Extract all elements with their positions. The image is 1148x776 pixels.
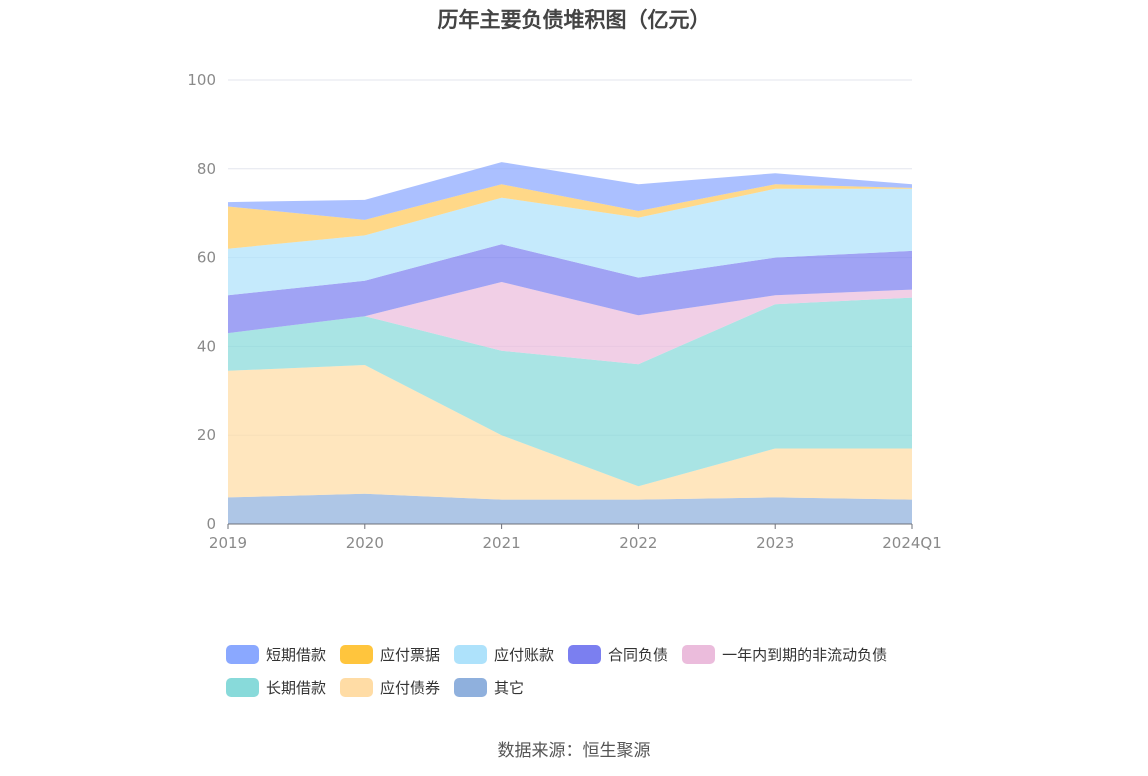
legend-swatch bbox=[340, 645, 374, 664]
legend-item[interactable]: 一年内到期的非流动负债 bbox=[682, 644, 887, 665]
data-source: 数据来源：恒生聚源 bbox=[497, 741, 651, 761]
area-其它[interactable] bbox=[228, 493, 912, 524]
chart-legend: 短期借款 应付票据 应付账款 合同负债 一年内到期的非流动负债 长期借款 应付债… bbox=[226, 638, 986, 704]
legend-swatch bbox=[454, 678, 488, 697]
legend-row-2: 长期借款 应付债券 其它 bbox=[226, 671, 986, 704]
area-长期借款[interactable] bbox=[228, 297, 912, 487]
y-tick-label: 60 bbox=[197, 249, 216, 267]
x-tick-label: 2022 bbox=[619, 534, 657, 552]
legend-swatch bbox=[340, 678, 374, 697]
legend-item[interactable]: 其它 bbox=[454, 677, 524, 698]
area-合同负债[interactable] bbox=[228, 244, 912, 334]
legend-label: 一年内到期的非流动负债 bbox=[722, 646, 888, 664]
area-应付债券[interactable] bbox=[228, 365, 912, 500]
legend-item[interactable]: 应付票据 bbox=[340, 644, 440, 665]
x-tick-label: 2024Q1 bbox=[882, 534, 942, 552]
x-tick-label: 2019 bbox=[209, 534, 247, 552]
legend-label: 应付账款 bbox=[494, 646, 555, 664]
area-一年内到期的非流动负债[interactable] bbox=[228, 282, 912, 365]
legend-swatch bbox=[226, 678, 259, 697]
legend-label: 合同负债 bbox=[608, 646, 669, 664]
area-短期借款[interactable] bbox=[228, 162, 912, 220]
legend-label: 其它 bbox=[494, 679, 525, 697]
legend-item[interactable]: 长期借款 bbox=[226, 677, 326, 698]
area-series bbox=[228, 162, 912, 524]
x-tick-label: 2021 bbox=[483, 534, 521, 552]
stacked-area-chart: 0 20 40 60 80 100 2019 2020 2021 2022 2023 2024Q1 bbox=[187, 71, 941, 552]
legend-item[interactable]: 合同负债 bbox=[568, 644, 668, 665]
legend-swatch bbox=[682, 645, 716, 664]
y-tick-label: 100 bbox=[187, 71, 216, 89]
legend-swatch bbox=[568, 645, 602, 664]
area-应付账款[interactable] bbox=[228, 188, 912, 296]
chart-title: 历年主要负债堆积图（亿元） bbox=[437, 8, 711, 32]
x-tick-label: 2020 bbox=[346, 534, 384, 552]
legend-label: 应付票据 bbox=[380, 646, 441, 664]
x-tick-label: 2023 bbox=[756, 534, 794, 552]
legend-item[interactable]: 应付债券 bbox=[340, 677, 440, 698]
y-tick-label: 80 bbox=[197, 160, 216, 178]
legend-label: 长期借款 bbox=[266, 679, 327, 697]
legend-swatch bbox=[454, 645, 488, 664]
legend-item[interactable]: 短期借款 bbox=[226, 644, 326, 665]
y-tick-label: 40 bbox=[197, 337, 216, 355]
legend-label: 短期借款 bbox=[266, 646, 327, 664]
y-tick-label: 0 bbox=[206, 515, 216, 533]
legend-swatch bbox=[226, 645, 259, 664]
axes: 0 20 40 60 80 100 2019 2020 2021 2022 2023 2024Q1 bbox=[187, 71, 941, 552]
y-tick-label: 20 bbox=[197, 426, 216, 444]
legend-label: 应付债券 bbox=[380, 679, 441, 697]
legend-item[interactable]: 应付账款 bbox=[454, 644, 554, 665]
legend-row-1: 短期借款 应付票据 应付账款 合同负债 一年内到期的非流动负债 bbox=[226, 638, 986, 671]
